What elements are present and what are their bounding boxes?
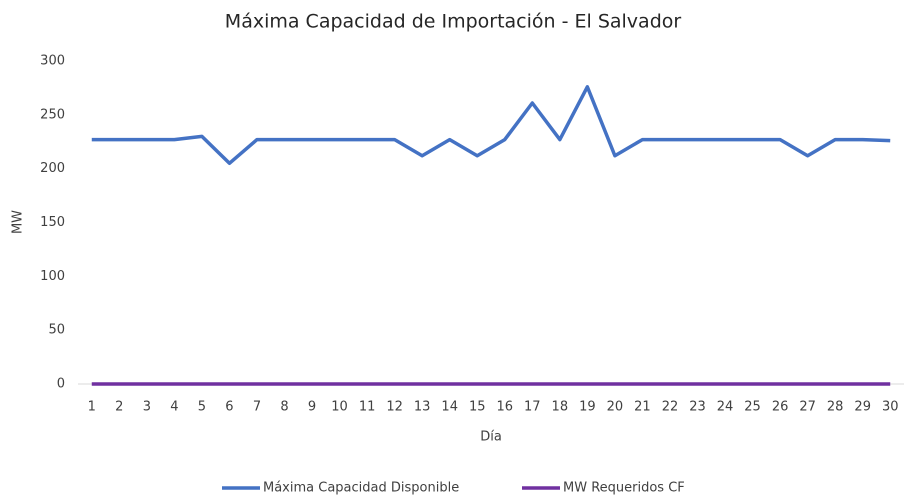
series-line — [91, 85, 891, 166]
x-tick-label: 28 — [827, 400, 844, 415]
y-axis-label: MW — [11, 210, 26, 234]
x-tick-label: 25 — [744, 400, 761, 415]
x-tick-label: 21 — [634, 400, 651, 415]
y-tick-label: 0 — [57, 377, 65, 392]
x-tick-label: 30 — [882, 400, 899, 415]
y-tick-label: 50 — [48, 323, 65, 338]
x-tick-label: 12 — [386, 400, 403, 415]
x-tick-label: 10 — [331, 400, 348, 415]
x-tick-label: 29 — [854, 400, 871, 415]
x-tick-label: 18 — [552, 400, 569, 415]
x-tick-label: 14 — [441, 400, 458, 415]
x-tick-label: 13 — [414, 400, 431, 415]
x-tick-label: 16 — [496, 400, 513, 415]
x-tick-label: 5 — [198, 400, 206, 415]
x-tick-label: 15 — [469, 400, 486, 415]
legend-label: MW Requeridos CF — [563, 481, 685, 496]
y-tick-label: 250 — [40, 107, 65, 122]
legend-label: Máxima Capacidad Disponible — [263, 481, 459, 496]
x-tick-label: 2 — [115, 400, 123, 415]
x-tick-label: 24 — [717, 400, 734, 415]
y-tick-label: 300 — [40, 54, 65, 69]
x-tick-label: 22 — [662, 400, 679, 415]
x-tick-label: 7 — [253, 400, 261, 415]
x-tick-label: 9 — [308, 400, 316, 415]
x-tick-label: 27 — [799, 400, 816, 415]
y-tick-label: 200 — [40, 161, 65, 176]
x-axis-label: Día — [480, 430, 502, 445]
x-tick-label: 3 — [143, 400, 151, 415]
y-tick-label: 100 — [40, 269, 65, 284]
x-tick-label: 11 — [359, 400, 376, 415]
x-tick-label: 19 — [579, 400, 596, 415]
chart-title: Máxima Capacidad de Importación - El Sal… — [225, 11, 682, 33]
x-tick-label: 20 — [607, 400, 624, 415]
y-tick-label: 150 — [40, 215, 65, 230]
x-tick-label: 23 — [689, 400, 706, 415]
x-tick-label: 17 — [524, 400, 541, 415]
x-tick-label: 6 — [225, 400, 233, 415]
x-tick-label: 4 — [170, 400, 178, 415]
x-tick-label: 8 — [280, 400, 288, 415]
x-tick-label: 26 — [772, 400, 789, 415]
x-tick-label: 1 — [88, 400, 96, 415]
